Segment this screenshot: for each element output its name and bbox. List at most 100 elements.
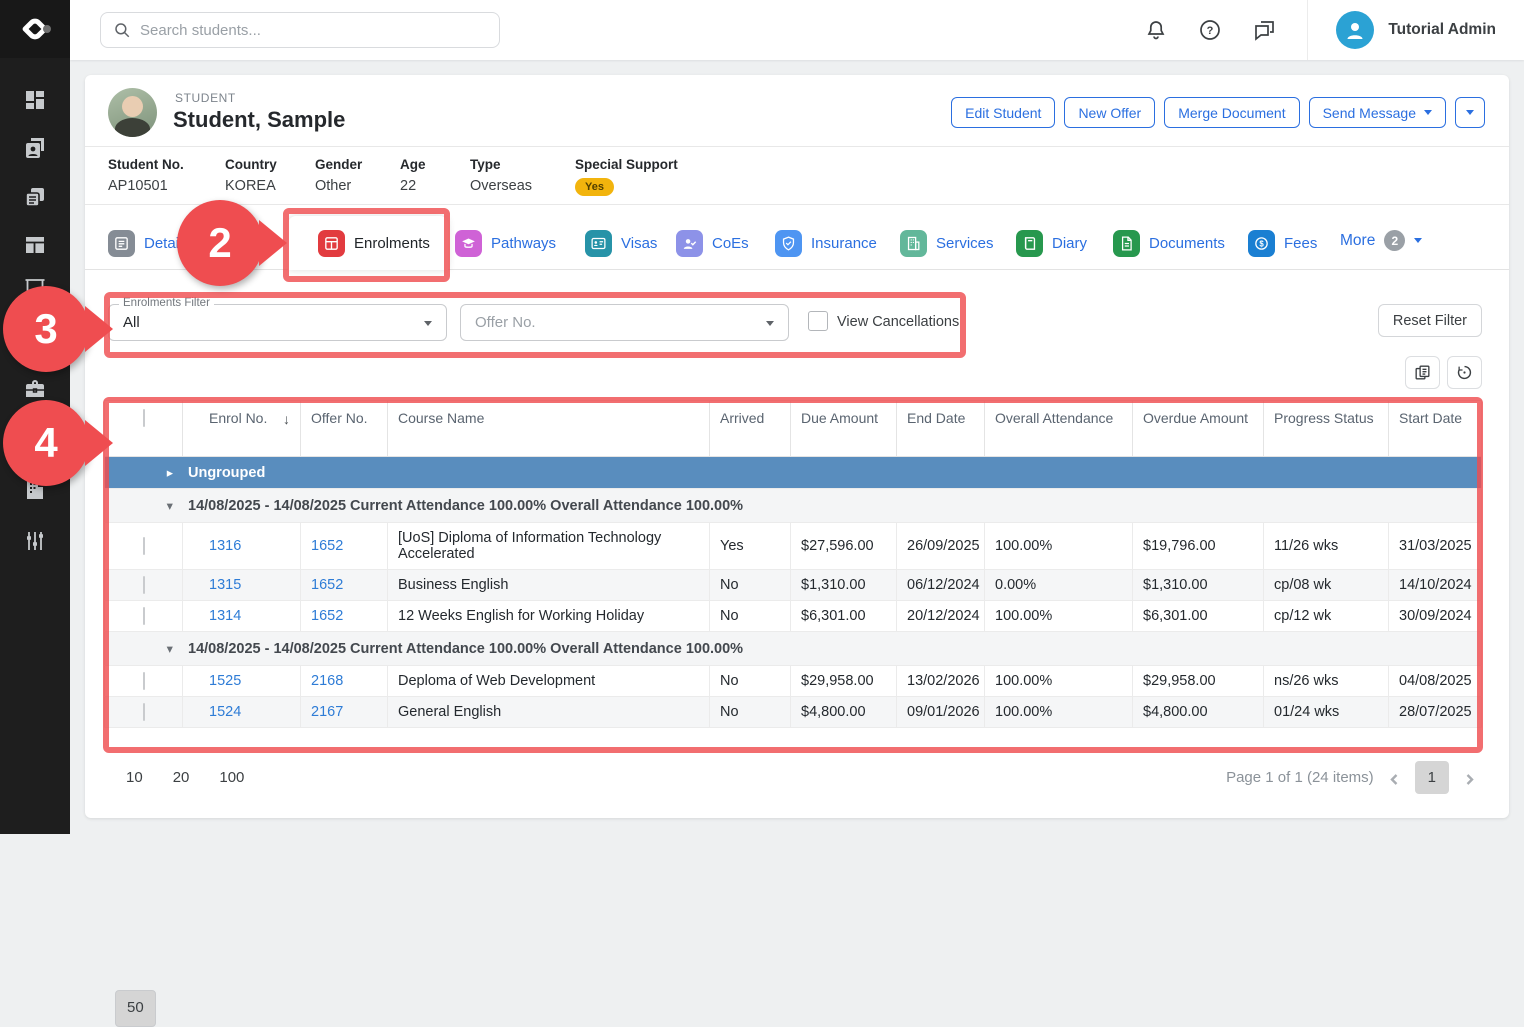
offer-no-select[interactable]: Offer No. (460, 304, 789, 341)
tab-coes[interactable]: CoEs (676, 230, 749, 257)
group-row-2[interactable]: ▾14/08/2025 - 14/08/2025 Current Attenda… (105, 632, 1482, 666)
select-all-cell (105, 401, 183, 457)
send-message-button[interactable]: Send Message (1309, 97, 1446, 128)
row-checkbox[interactable] (143, 537, 145, 555)
view-cancellations-checkbox[interactable] (808, 311, 828, 331)
sidebar-item-students[interactable] (23, 136, 47, 160)
pagination: Page 1 of 1 (24 items) 1 (1226, 761, 1475, 794)
tab-visas[interactable]: Visas (585, 230, 657, 257)
tab-more[interactable]: More 2 (1340, 230, 1422, 251)
page-size-20[interactable]: 20 (162, 761, 201, 794)
new-offer-button[interactable]: New Offer (1064, 97, 1155, 128)
collapse-icon[interactable]: ▾ (167, 642, 173, 655)
info-label-gender: Gender (315, 157, 362, 172)
info-value-type: Overseas (470, 178, 532, 194)
col-start-date[interactable]: Start Date (1389, 401, 1482, 457)
col-overall-attendance[interactable]: Overall Attendance (985, 401, 1133, 457)
offer-no-link[interactable]: 2168 (311, 673, 343, 689)
view-cancellations-label: View Cancellations (837, 314, 959, 330)
sidebar (0, 0, 70, 834)
documents-icon (1113, 230, 1140, 257)
tab-pathways[interactable]: Pathways (455, 230, 556, 257)
tab-offers[interactable]: Offers (196, 230, 273, 257)
sidebar-item-classes[interactable] (23, 276, 47, 300)
offer-no-link[interactable]: 1652 (311, 608, 343, 624)
offers-icon (196, 230, 223, 257)
merge-document-button[interactable]: Merge Document (1164, 97, 1299, 128)
due-amount-cell: $1,310.00 (791, 570, 897, 601)
col-arrived[interactable]: Arrived (710, 401, 791, 457)
insurance-icon (775, 230, 802, 257)
sidebar-item-offers[interactable] (23, 185, 47, 209)
user-menu[interactable]: Tutorial Admin (1336, 0, 1496, 60)
info-value-gender: Other (315, 178, 351, 194)
group-row-ungrouped[interactable]: ▸Ungrouped (105, 457, 1482, 489)
prev-page-icon[interactable] (1389, 772, 1400, 783)
sidebar-item-courses[interactable] (23, 233, 47, 257)
col-enrol-no[interactable]: Enrol No.↓ (183, 401, 301, 457)
history-button[interactable] (1447, 356, 1482, 389)
col-due-amount[interactable]: Due Amount (791, 401, 897, 457)
enrol-no-link[interactable]: 1524 (209, 704, 241, 720)
page-number[interactable]: 1 (1415, 761, 1449, 794)
progress-status-cell: ns/26 wks (1264, 666, 1389, 697)
offer-no-link[interactable]: 1652 (311, 538, 343, 554)
enrol-no-link[interactable]: 1525 (209, 673, 241, 689)
arrived-cell: Yes (710, 523, 791, 570)
row-checkbox[interactable] (143, 672, 145, 690)
pagination-info: Page 1 of 1 (24 items) (1226, 769, 1374, 786)
row-checkbox[interactable] (143, 576, 145, 594)
enrol-no-link[interactable]: 1314 (209, 608, 241, 624)
more-actions-button[interactable] (1455, 97, 1485, 128)
tab-services[interactable]: Services (900, 230, 994, 257)
tab-documents[interactable]: Documents (1113, 230, 1225, 257)
group-row-1[interactable]: ▾14/08/2025 - 14/08/2025 Current Attenda… (105, 489, 1482, 523)
tab-insurance[interactable]: Insurance (775, 230, 877, 257)
reset-filter-button[interactable]: Reset Filter (1378, 304, 1482, 337)
offer-no-link[interactable]: 2167 (311, 704, 343, 720)
end-date-cell: 13/02/2026 (897, 666, 985, 697)
table-row: 1525 2168 Deploma of Web Development No … (105, 666, 1482, 697)
search-input[interactable] (140, 22, 487, 39)
tab-enrolments[interactable]: Enrolments (318, 230, 430, 257)
sidebar-item-dashboard[interactable] (23, 88, 47, 112)
sidebar-item-work[interactable] (23, 378, 47, 402)
help-icon[interactable]: ? (1198, 18, 1222, 42)
next-page-icon[interactable] (1464, 772, 1475, 783)
edit-student-button[interactable]: Edit Student (951, 97, 1055, 128)
col-overdue-amount[interactable]: Overdue Amount (1133, 401, 1264, 457)
tab-diary[interactable]: Diary (1016, 230, 1087, 257)
info-label-country: Country (225, 157, 277, 172)
col-offer-no[interactable]: Offer No. (301, 401, 388, 457)
page-size-50[interactable]: 50 (115, 990, 156, 1027)
enrolments-table: Enrol No.↓ Offer No. Course Name Arrived… (104, 400, 1482, 728)
topbar-divider (1307, 0, 1308, 60)
notifications-bell-icon[interactable] (1144, 18, 1168, 42)
enrol-no-link[interactable]: 1316 (209, 538, 241, 554)
sidebar-item-company[interactable] (23, 477, 47, 501)
col-end-date[interactable]: End Date (897, 401, 985, 457)
copy-columns-button[interactable] (1405, 356, 1440, 389)
select-all-checkbox[interactable] (143, 409, 145, 427)
tab-fees[interactable]: $ Fees (1248, 230, 1317, 257)
expand-icon[interactable]: ▸ (167, 466, 173, 479)
col-progress-status[interactable]: Progress Status (1264, 401, 1389, 457)
col-course-name[interactable]: Course Name (388, 401, 710, 457)
fees-icon: $ (1248, 230, 1275, 257)
app-logo[interactable] (0, 0, 70, 58)
sidebar-item-settings[interactable] (23, 529, 47, 553)
enrol-no-link[interactable]: 1315 (209, 577, 241, 593)
page-size-10[interactable]: 10 (115, 761, 154, 794)
row-checkbox[interactable] (143, 607, 145, 625)
collapse-icon[interactable]: ▾ (167, 499, 173, 512)
divider (85, 204, 1509, 205)
sort-descending-icon[interactable]: ↓ (283, 411, 290, 427)
student-photo[interactable] (108, 88, 157, 137)
page-size-100[interactable]: 100 (208, 761, 255, 794)
offer-no-link[interactable]: 1652 (311, 577, 343, 593)
row-checkbox[interactable] (143, 703, 145, 721)
enrolments-filter-select[interactable]: Enrolments Filter All (108, 304, 447, 341)
tab-details[interactable]: Details (108, 230, 190, 257)
messages-icon[interactable] (1252, 18, 1276, 42)
table-header-row: Enrol No.↓ Offer No. Course Name Arrived… (105, 401, 1482, 457)
